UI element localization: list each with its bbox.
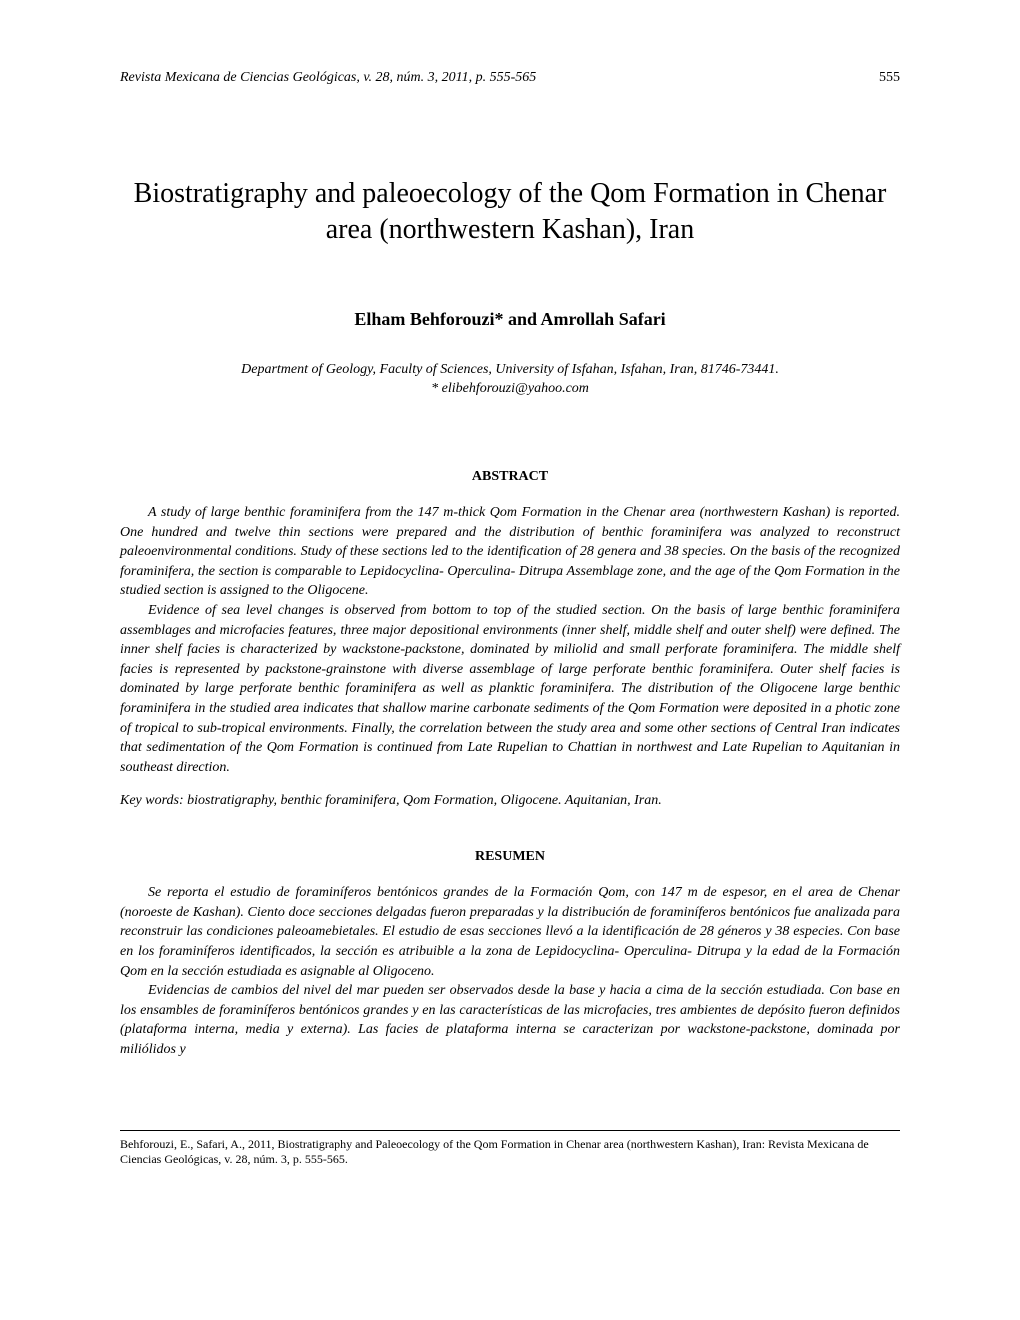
resumen-heading: RESUMEN — [120, 849, 900, 865]
resumen-paragraph: Se reporta el estudio de foraminíferos b… — [120, 883, 900, 981]
abstract-paragraph: Evidence of sea level changes is observe… — [120, 601, 900, 777]
abstract-paragraph: A study of large benthic foraminifera fr… — [120, 503, 900, 601]
authors: Elham Behforouzi* and Amrollah Safari — [120, 309, 900, 330]
corresponding-email: * elibehforouzi@yahoo.com — [120, 379, 900, 399]
affiliation: Department of Geology, Faculty of Scienc… — [120, 360, 900, 399]
page-header: Revista Mexicana de Ciencias Geológicas,… — [120, 70, 900, 86]
resumen-paragraph: Evidencias de cambios del nivel del mar … — [120, 981, 900, 1059]
journal-info: Revista Mexicana de Ciencias Geológicas,… — [120, 70, 536, 86]
page-number: 555 — [879, 70, 900, 86]
resumen-body: Se reporta el estudio de foraminíferos b… — [120, 883, 900, 1059]
article-title: Biostratigraphy and paleoecology of the … — [120, 176, 900, 249]
abstract-heading: ABSTRACT — [120, 469, 900, 485]
footer-divider: Behforouzi, E., Safari, A., 2011, Biostr… — [120, 1130, 900, 1168]
abstract-body: A study of large benthic foraminifera fr… — [120, 503, 900, 777]
citation: Behforouzi, E., Safari, A., 2011, Biostr… — [120, 1137, 900, 1168]
keywords: Key words: biostratigraphy, benthic fora… — [120, 793, 900, 809]
affiliation-line: Department of Geology, Faculty of Scienc… — [120, 360, 900, 380]
